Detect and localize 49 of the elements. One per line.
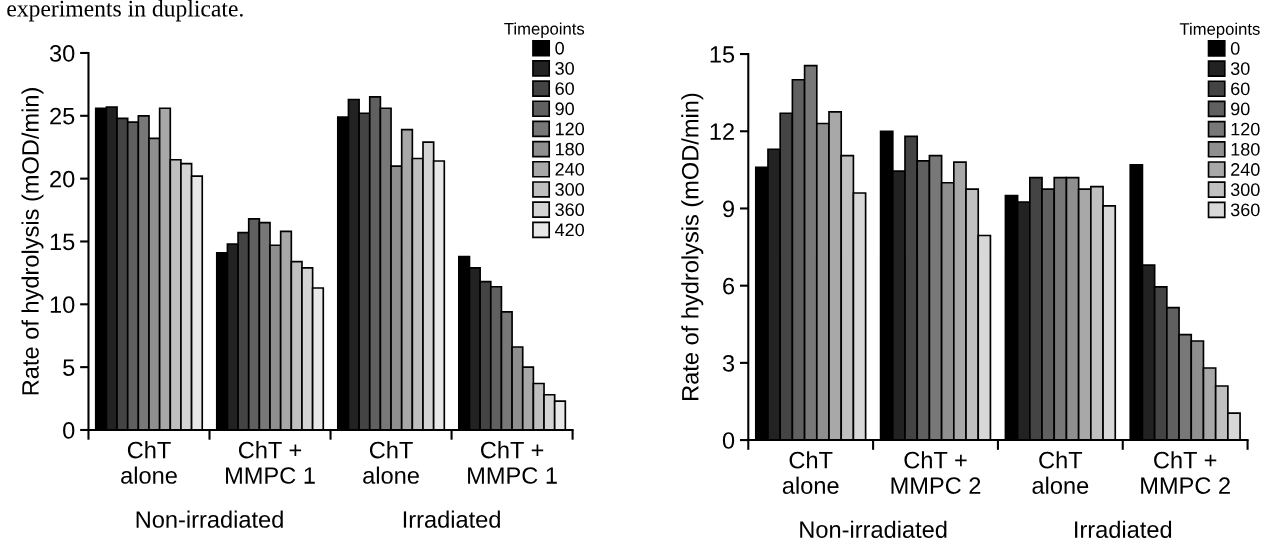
y-tick-label: 6 (723, 277, 735, 295)
y-tick-label: 3 (722, 354, 735, 372)
legend-label: 300 (555, 183, 585, 196)
x-tick-label: ChT alone (782, 451, 839, 494)
legend-label: 120 (555, 122, 585, 136)
legend-title: Timepoints (1179, 22, 1260, 39)
legend-label: 180 (1231, 142, 1260, 156)
y-tick-label: 12 (710, 123, 734, 140)
y-tick-label: 25 (50, 107, 75, 125)
y-tick-label: 15 (50, 233, 75, 251)
legend-label: 420 (555, 223, 585, 237)
text: Non-irradiated (136, 510, 283, 528)
legend-label: 0 (1230, 42, 1240, 55)
legend-label: 0 (555, 41, 564, 55)
legend-label: 300 (1230, 183, 1260, 197)
legend-label: 90 (555, 102, 574, 116)
legend-label: 120 (1231, 122, 1260, 136)
y-tick-label: 30 (49, 45, 75, 62)
y-tick-label: 0 (63, 422, 75, 439)
x-tick-label: ChT + MMPC 2 (891, 451, 981, 494)
legend-label: 90 (1231, 102, 1250, 116)
y-tick-label: 5 (63, 359, 75, 376)
y-tick-label: 20 (50, 170, 75, 188)
legend-label: 60 (555, 82, 574, 95)
x-tick-label: ChT alone (121, 441, 177, 484)
legend-label: 360 (1230, 203, 1260, 217)
legend-label: 180 (555, 142, 585, 156)
y-tick-label: 10 (50, 296, 75, 314)
text: Irradiated (403, 510, 500, 528)
x-tick-label: ChT + MMPC 1 (226, 441, 315, 484)
legend-label: 60 (1231, 82, 1250, 96)
text: Non-irradiated (800, 520, 947, 538)
y-tick-label: 15 (710, 46, 735, 63)
y-tick-label: 9 (723, 200, 734, 218)
x-tick-label: ChT + MMPC 1 (468, 441, 557, 484)
legend-title: Timepoints (504, 22, 585, 39)
legend-label: 30 (555, 62, 574, 75)
chart-subtitle: experiments in duplicate. (7, 0, 243, 22)
x-tick-label: ChT + MMPC 2 (1141, 451, 1230, 494)
legend-label: 30 (1230, 62, 1250, 75)
y-axis-title: Rate of hydrolysis (mOD/min) (21, 88, 44, 395)
x-tick-label: ChT alone (1032, 451, 1089, 494)
legend-label: 240 (1231, 163, 1260, 176)
legend-label: 240 (555, 162, 585, 176)
y-tick-label: 0 (722, 432, 735, 449)
text: Irradiated (1075, 520, 1172, 538)
y-axis-title: Rate of hydrolysis (mOD/min) (681, 93, 704, 400)
x-tick-label: ChT alone (363, 441, 419, 484)
legend-label: 360 (555, 203, 585, 217)
